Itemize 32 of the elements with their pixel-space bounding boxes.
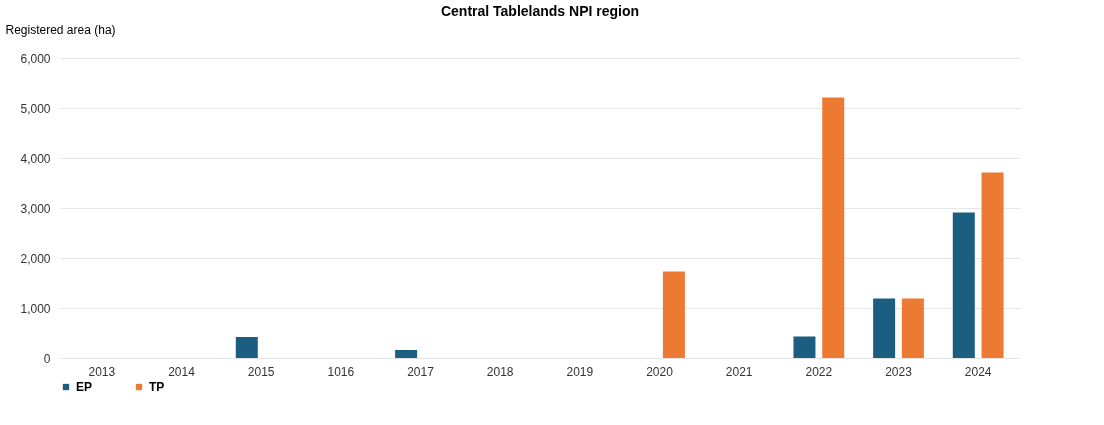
x-tick-label: 2014: [168, 364, 196, 379]
x-tick-label: 2015: [247, 364, 275, 379]
bar: [901, 298, 924, 358]
y-axis-title: Registered area (ha): [5, 22, 116, 37]
bar: [395, 350, 418, 358]
legend-label: EP: [76, 380, 93, 394]
bar: [662, 271, 685, 358]
x-tick-label: 1016: [327, 364, 355, 379]
legend-label: TP: [149, 380, 165, 394]
x-tick-label: 2019: [566, 364, 594, 379]
y-tick-label: 0: [43, 351, 51, 366]
x-tick-label: 2023: [885, 364, 913, 379]
x-tick-label: 2022: [805, 364, 833, 379]
y-tick-label: 6,000: [20, 51, 51, 66]
chart-title: Central Tablelands NPI region: [440, 3, 640, 19]
x-tick-label: 2021: [725, 364, 753, 379]
y-tick-label: 4,000: [20, 151, 51, 166]
x-tick-label: 2018: [486, 364, 514, 379]
x-tick-label: 2020: [646, 364, 674, 379]
y-tick-label: 5,000: [20, 101, 51, 116]
bar: [873, 298, 896, 358]
y-tick-label: 2,000: [20, 251, 51, 266]
y-tick-label: 1,000: [20, 301, 51, 316]
bar: [952, 212, 975, 358]
bar: [793, 336, 816, 358]
bar: [235, 337, 258, 358]
x-tick-label: 2017: [407, 364, 435, 379]
bar: [981, 172, 1004, 358]
bar: [822, 97, 845, 358]
x-tick-label: 2024: [964, 364, 992, 379]
x-tick-label: 2013: [88, 364, 116, 379]
y-tick-label: 3,000: [20, 201, 51, 216]
